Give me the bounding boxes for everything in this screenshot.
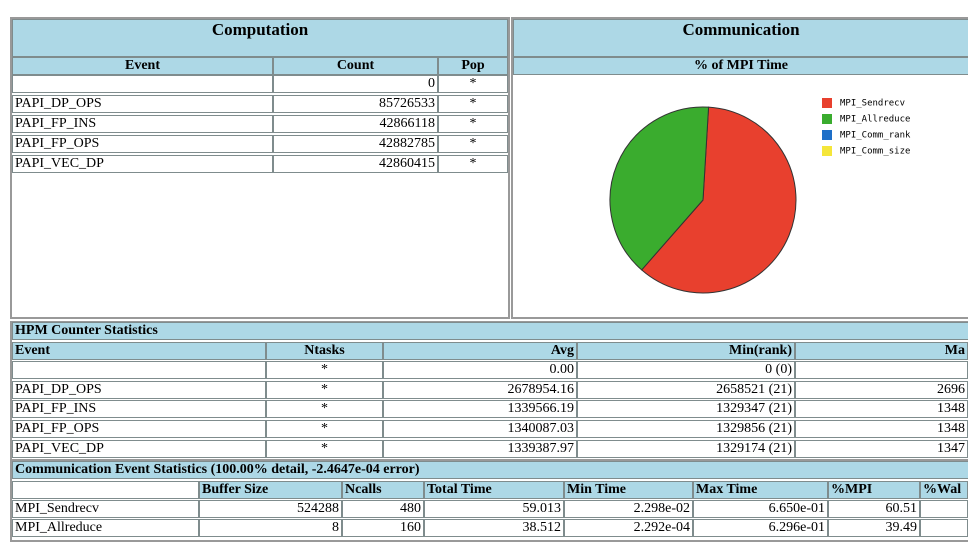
table-row-count: 42860415: [273, 155, 438, 173]
table-row: 39.49: [828, 519, 920, 537]
comm-col-min: Min Time: [564, 481, 693, 499]
comm-col-buffer: Buffer Size: [199, 481, 342, 499]
table-row: MPI_Sendrecv: [12, 500, 199, 518]
hpm-title: HPM Counter Statistics: [12, 322, 968, 340]
table-row: 60.51: [828, 500, 920, 518]
table-row: 1340087.03: [383, 420, 577, 438]
legend-swatch: [822, 146, 832, 156]
table-row: PAPI_VEC_DP: [12, 440, 266, 458]
table-row: 524288: [199, 500, 342, 518]
table-row: 0.00: [383, 361, 577, 379]
table-row: [920, 500, 968, 518]
chart-legend: MPI_Sendrecv MPI_Allreduce MPI_Comm_rank…: [822, 98, 962, 162]
table-row: 2696: [795, 381, 968, 399]
legend-swatch: [822, 130, 832, 140]
table-row: 6.296e-01: [693, 519, 828, 537]
legend-label: MPI_Sendrecv: [840, 98, 906, 109]
col-header-count: Count: [273, 57, 438, 75]
legend-item-comm-size: MPI_Comm_size: [822, 146, 910, 157]
table-row: [920, 519, 968, 537]
hpm-col-event: Event: [12, 342, 266, 360]
table-row: [12, 361, 266, 379]
table-row: *: [266, 400, 383, 418]
table-row: 59.013: [424, 500, 564, 518]
table-row-count: 42866118: [273, 115, 438, 133]
legend-item-sendrecv: MPI_Sendrecv: [822, 98, 905, 109]
pie-chart: [609, 106, 797, 294]
table-row-pop: *: [438, 95, 508, 113]
legend-label: MPI_Allreduce: [840, 114, 911, 125]
computation-title: Computation: [12, 19, 508, 57]
table-row-count: 85726533: [273, 95, 438, 113]
legend-swatch: [822, 98, 832, 108]
table-row: 8: [199, 519, 342, 537]
table-row: 1339387.97: [383, 440, 577, 458]
table-row: 6.650e-01: [693, 500, 828, 518]
table-row-pop: *: [438, 75, 508, 93]
table-row: 1339566.19: [383, 400, 577, 418]
table-row: 480: [342, 500, 424, 518]
table-row-event: PAPI_VEC_DP: [12, 155, 273, 173]
pie-slice-mpi-allreduce: [609, 106, 710, 271]
table-row: 1329347 (21): [577, 400, 795, 418]
pie-slices: [609, 106, 797, 294]
table-row-pop: *: [438, 115, 508, 133]
table-row: MPI_Allreduce: [12, 519, 199, 537]
legend-swatch: [822, 114, 832, 124]
table-row-pop: *: [438, 135, 508, 153]
col-header-event: Event: [12, 57, 273, 75]
table-row-count: 0: [273, 75, 438, 93]
table-row: *: [266, 361, 383, 379]
legend-item-comm-rank: MPI_Comm_rank: [822, 130, 910, 141]
table-row-event: PAPI_FP_OPS: [12, 135, 273, 153]
table-row: 2678954.16: [383, 381, 577, 399]
table-row: *: [266, 381, 383, 399]
communication-title: Communication: [513, 19, 968, 57]
computation-panel: [10, 17, 510, 319]
comm-col-wall: %Wal: [920, 481, 968, 499]
chart-subtitle: % of MPI Time: [513, 57, 968, 75]
table-row-count: 42882785: [273, 135, 438, 153]
communication-panel: [511, 17, 968, 319]
table-row-event: [12, 75, 273, 93]
table-row: 2.292e-04: [564, 519, 693, 537]
table-row: 2.298e-02: [564, 500, 693, 518]
table-row-event: PAPI_FP_INS: [12, 115, 273, 133]
table-row: 38.512: [424, 519, 564, 537]
table-row: PAPI_FP_OPS: [12, 420, 266, 438]
table-row: [795, 361, 968, 379]
hpm-col-avg: Avg: [383, 342, 577, 360]
table-row-pop: *: [438, 155, 508, 173]
table-row: 1348: [795, 420, 968, 438]
table-row: 160: [342, 519, 424, 537]
table-row: PAPI_DP_OPS: [12, 381, 266, 399]
legend-item-allreduce: MPI_Allreduce: [822, 114, 910, 125]
table-row: 1348: [795, 400, 968, 418]
pie-slice-mpi-sendrecv: [640, 106, 797, 294]
table-row: 0 (0): [577, 361, 795, 379]
hpm-col-ntasks: Ntasks: [266, 342, 383, 360]
comm-col-ncalls: Ncalls: [342, 481, 424, 499]
table-row: 1329856 (21): [577, 420, 795, 438]
comm-col-total: Total Time: [424, 481, 564, 499]
hpm-col-max: Ma: [795, 342, 968, 360]
hpm-col-min: Min(rank): [577, 342, 795, 360]
table-row: *: [266, 440, 383, 458]
table-row-event: PAPI_DP_OPS: [12, 95, 273, 113]
comm-col-mpi: %MPI: [828, 481, 920, 499]
col-header-pop: Pop: [438, 57, 508, 75]
comm-events-title: Communication Event Statistics (100.00% …: [12, 461, 968, 479]
comm-col-max: Max Time: [693, 481, 828, 499]
legend-label: MPI_Comm_size: [840, 146, 911, 157]
comm-col-name: [12, 481, 199, 499]
legend-label: MPI_Comm_rank: [840, 130, 911, 141]
table-row: 1347: [795, 440, 968, 458]
table-row: 2658521 (21): [577, 381, 795, 399]
table-row: 1329174 (21): [577, 440, 795, 458]
table-row: PAPI_FP_INS: [12, 400, 266, 418]
table-row: *: [266, 420, 383, 438]
